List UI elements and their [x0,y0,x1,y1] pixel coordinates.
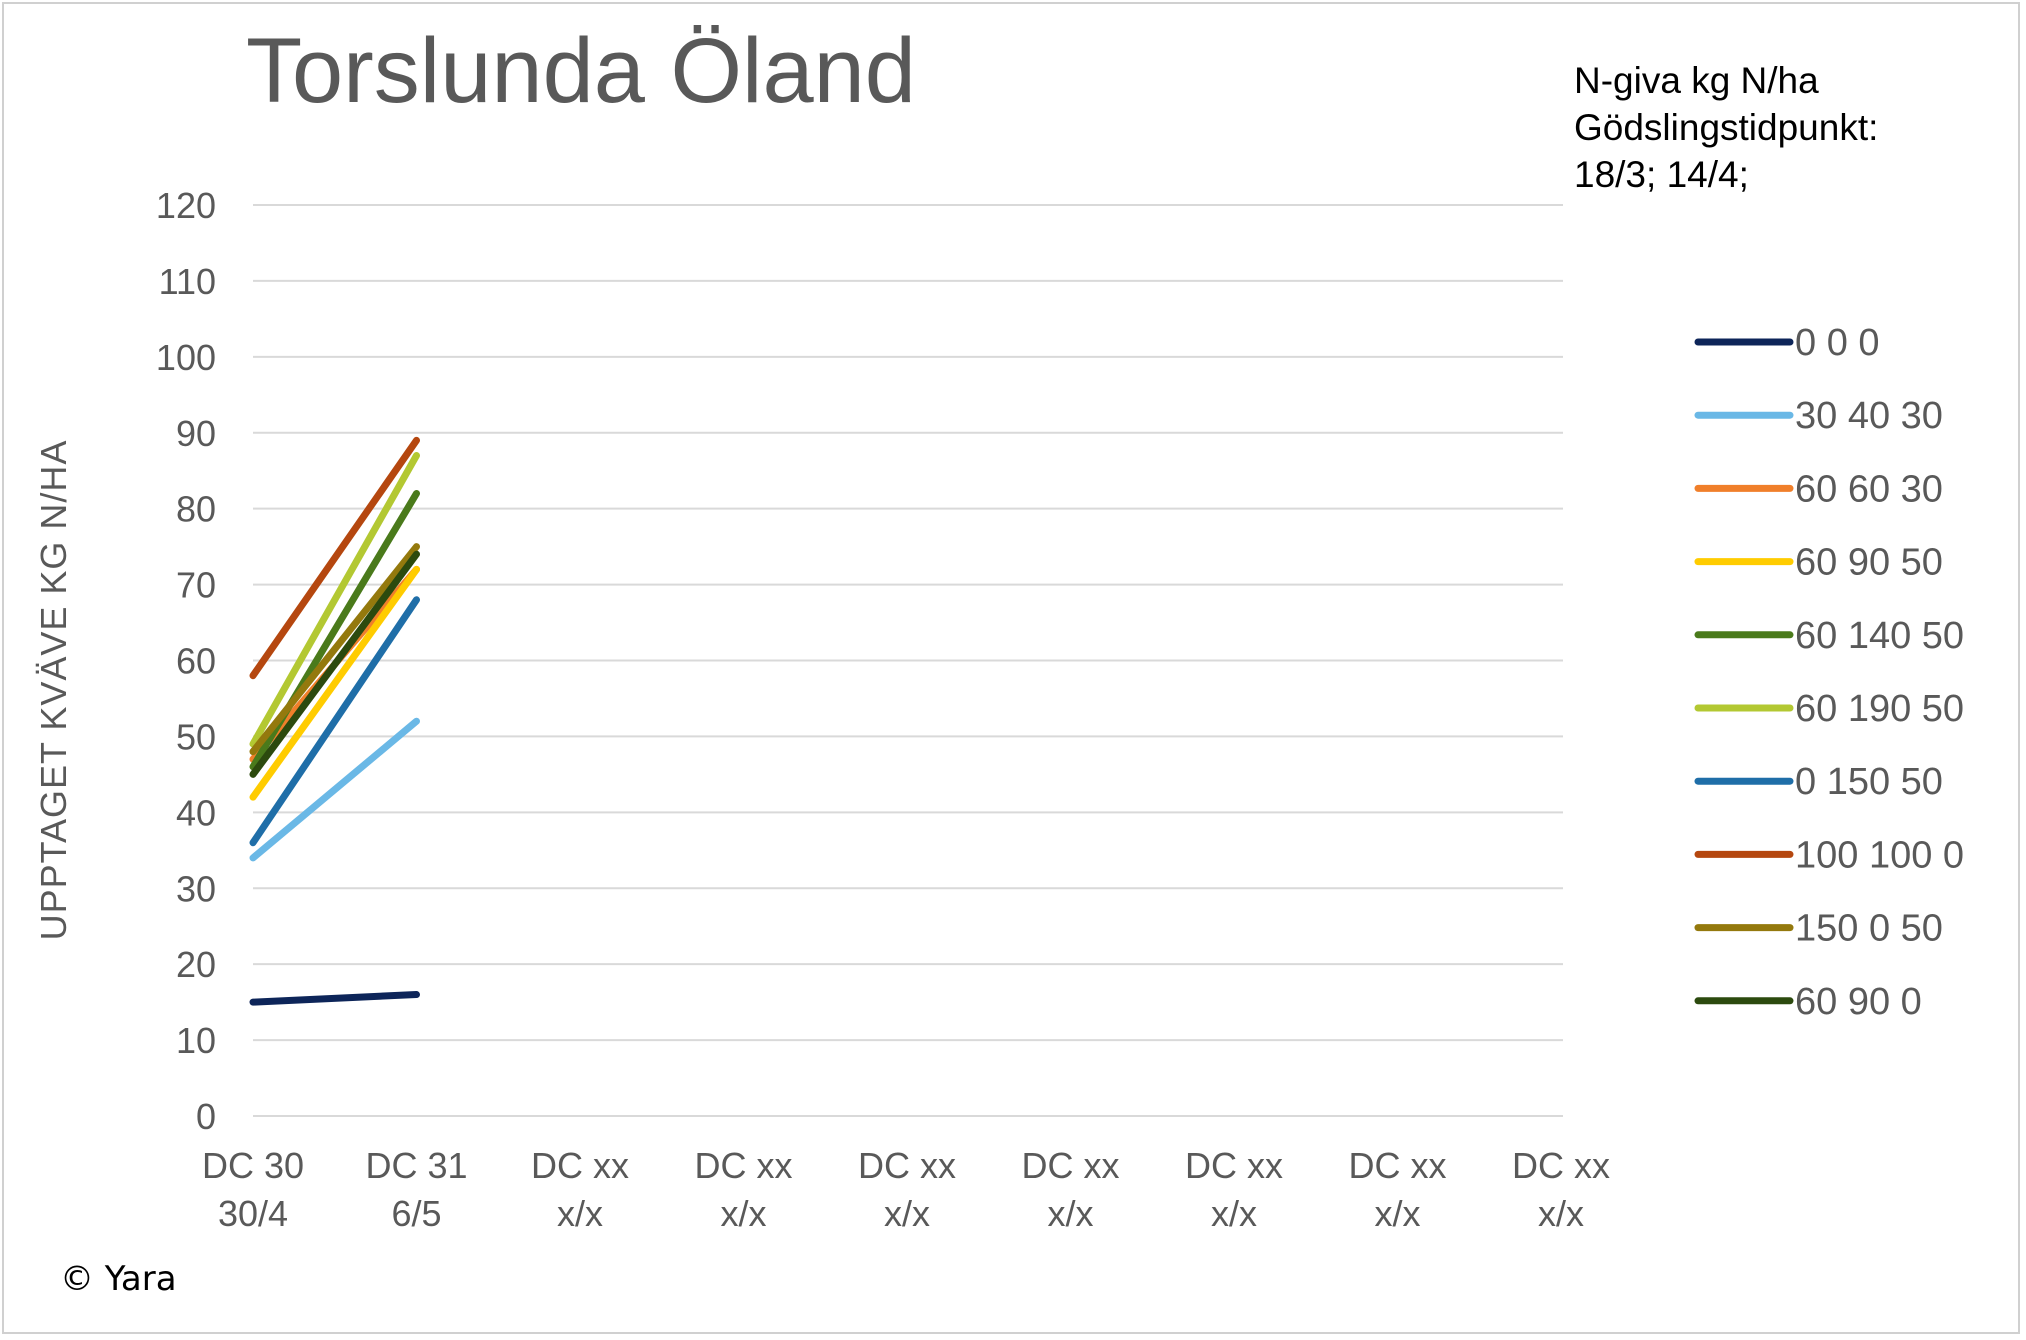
y-tick-label: 120 [156,185,216,226]
x-tick-label: DC xx [531,1145,629,1186]
x-tick-label: DC 31 [365,1145,467,1186]
series-line-6 [249,596,420,847]
legend-label-2: 60 60 30 [1795,468,1943,510]
x-tick-sublabel: x/x [884,1193,930,1234]
x-tick-label: DC xx [1022,1145,1120,1186]
x-tick-sublabel: x/x [1211,1193,1257,1234]
series-line-5 [249,452,420,748]
y-tick-label: 100 [156,337,216,378]
legend-label-5: 60 190 50 [1795,688,1964,730]
legend-label-9: 60 90 0 [1795,981,1922,1023]
legend-label-0: 0 0 0 [1795,322,1880,364]
series-line-7 [249,436,420,680]
copyright-notice: © Yara [60,1259,177,1299]
note-line-2: Gödslingstidpunkt: [1574,107,1878,148]
y-tick-labels: 0 10 20 30 40 50 60 70 80 90 100 110 120 [156,185,216,1137]
series-line-8 [249,543,420,756]
legend-label-3: 60 90 50 [1795,542,1943,584]
legend-label-8: 150 0 50 [1795,908,1943,950]
x-tick-sublabel: x/x [1374,1193,1420,1234]
note-line-1: N-giva kg N/ha [1574,60,1819,101]
y-tick-label: 10 [176,1020,216,1061]
chart-title: Torslunda Öland [246,20,916,122]
series-line-9 [249,550,420,778]
x-tick-label: DC xx [1512,1145,1610,1186]
y-tick-label: 80 [176,489,216,530]
x-tick-sublabel: 6/5 [391,1193,441,1234]
y-tick-label: 110 [159,261,216,302]
legend-label-6: 0 150 50 [1795,761,1943,803]
y-axis-label: UPPTAGET KVÄVE KG N/HA [33,440,74,941]
y-tick-label: 50 [176,716,216,757]
legend-label-7: 100 100 0 [1795,834,1964,876]
x-tick-sublabel: x/x [1047,1193,1093,1234]
note-line-3: 18/3; 14/4; [1574,154,1749,195]
series-line-1 [249,717,420,862]
grid-lines [253,204,1563,1117]
y-tick-label: 30 [176,868,216,909]
x-tick-labels: DC 30 30/4 DC 31 6/5 DC xx x/x DC xx x/x DC xx x/… [202,1145,1610,1234]
series-line-3 [249,565,420,801]
x-tick-label: DC xx [1185,1145,1283,1186]
series-line-0 [249,991,420,1006]
legend-label-1: 30 40 30 [1795,395,1943,437]
y-tick-label: 40 [176,792,216,833]
y-tick-label: 90 [176,413,216,454]
x-tick-sublabel: x/x [1538,1193,1584,1234]
y-tick-label: 60 [176,641,216,682]
x-tick-sublabel: 30/4 [218,1193,288,1234]
x-tick-sublabel: x/x [720,1193,766,1234]
x-tick-label: DC xx [858,1145,956,1186]
legend-label-4: 60 140 50 [1795,615,1964,657]
series-lines [249,436,420,1006]
x-tick-label: DC xx [1349,1145,1447,1186]
y-tick-label: 0 [196,1096,216,1137]
x-tick-sublabel: x/x [557,1193,603,1234]
y-tick-label: 20 [176,944,216,985]
y-tick-label: 70 [176,565,216,606]
x-tick-label: DC 30 [202,1145,304,1186]
x-tick-label: DC xx [695,1145,793,1186]
legend: 0 0 0 30 40 30 60 60 30 60 90 50 60 140 50 60… [1694,322,1964,1023]
